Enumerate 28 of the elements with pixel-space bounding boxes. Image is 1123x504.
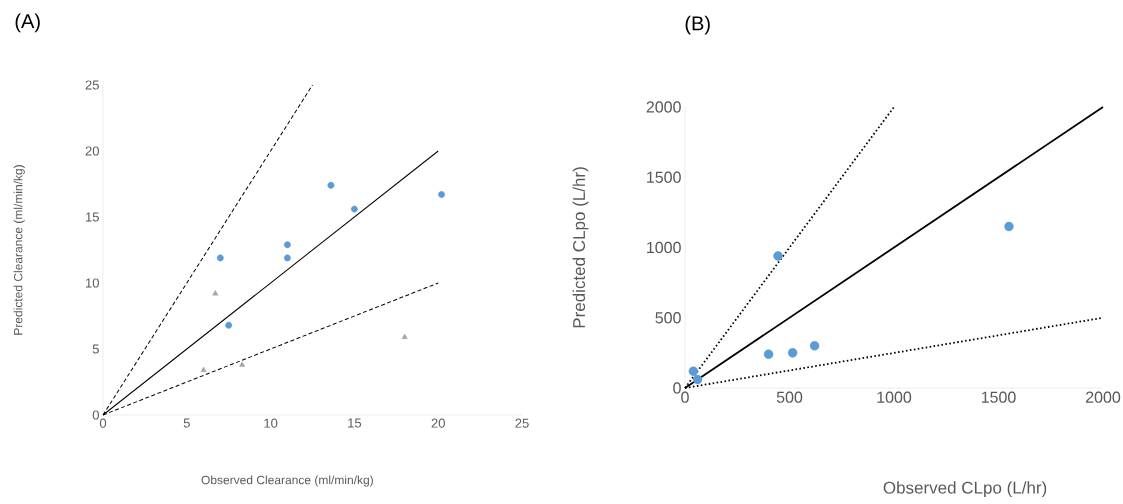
x-tick-label: 20 — [431, 418, 445, 428]
y-tick-label: 0 — [92, 410, 99, 420]
chart-title: (A) — [15, 13, 40, 33]
chart-title: (B) — [685, 15, 710, 35]
y-tick-label: 1000 — [647, 241, 681, 254]
x-tick-label: 500 — [776, 391, 803, 403]
x-tick-label: 0 — [99, 418, 107, 428]
x-tick-label: 0 — [681, 391, 689, 403]
y-tick-label: 25 — [85, 80, 99, 90]
y-tick-label: 20 — [85, 146, 99, 156]
y-tick-label: 5 — [92, 344, 99, 354]
x-tick-label: 5 — [183, 418, 190, 428]
x-tick-label: 15 — [348, 418, 362, 428]
y-axis-title: Predicted Clearance (ml/min/kg) — [13, 165, 25, 335]
y-tick-label: 2000 — [646, 101, 681, 113]
y-tick-label: 1500 — [647, 171, 681, 183]
x-axis-title: Observed Clearance (ml/min/kg) — [201, 475, 373, 487]
y-axis-title: Predicted CLpo (L/hr) — [572, 167, 589, 328]
y-tick-label: 0 — [673, 382, 681, 394]
x-tick-label: 10 — [264, 418, 278, 428]
y-tick-label: 500 — [655, 312, 681, 324]
x-tick-label: 1000 — [877, 391, 912, 403]
y-tick-label: 15 — [86, 212, 99, 222]
x-tick-label: 2000 — [1086, 391, 1121, 403]
x-axis-title: Observed CLpo (L/hr) — [883, 481, 1047, 498]
y-tick-label: 10 — [86, 278, 99, 288]
x-tick-label: 1500 — [981, 391, 1016, 403]
x-tick-label: 25 — [515, 418, 529, 428]
